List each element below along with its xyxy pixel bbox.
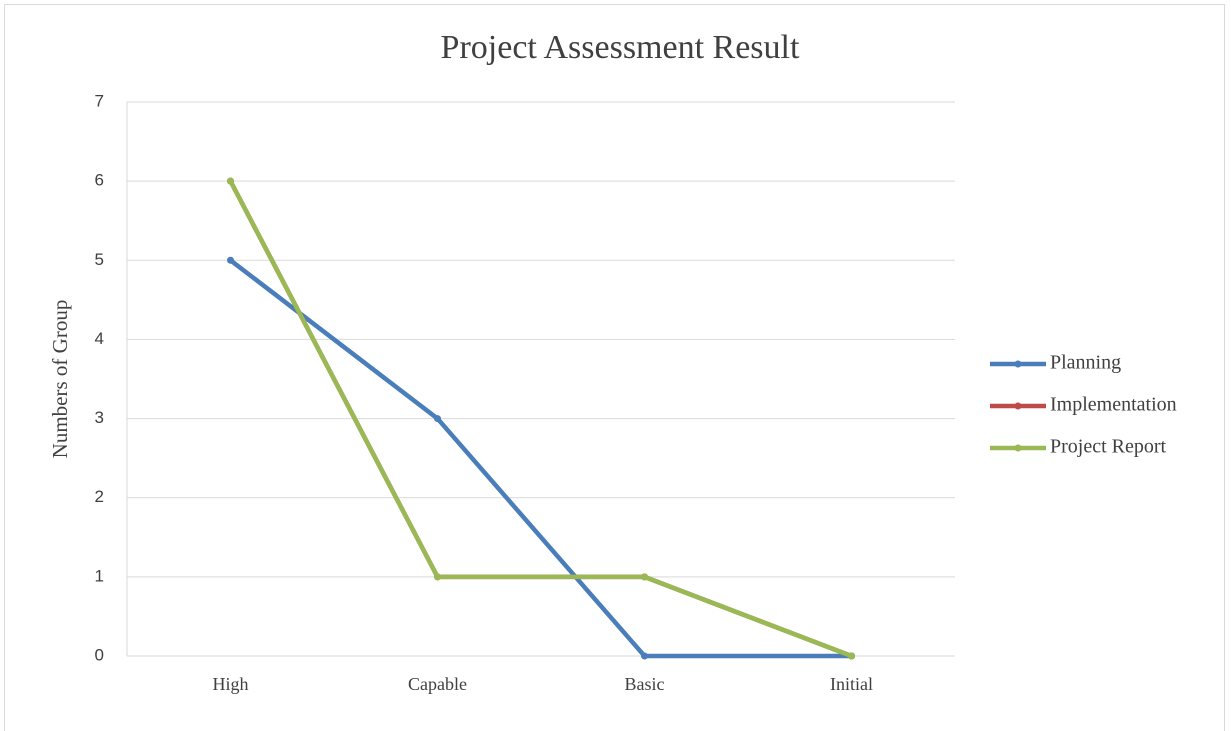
chart-title: Project Assessment Result (441, 29, 800, 66)
point-marker (434, 415, 441, 423)
y-tick-label: 4 (95, 329, 104, 348)
y-tick-label: 5 (95, 250, 104, 269)
x-tick-label: Initial (830, 674, 873, 694)
y-tick-label: 2 (95, 487, 104, 506)
point-marker (227, 256, 234, 264)
chart-frame (4, 4, 1225, 731)
y-tick-label: 7 (95, 91, 104, 110)
y-tick-label: 0 (95, 645, 104, 664)
legend-label: Project Report (1050, 436, 1167, 458)
x-tick-label: High (213, 674, 249, 694)
legend-marker (1014, 402, 1022, 410)
series-line (229, 258, 852, 659)
legend-marker (1014, 444, 1022, 452)
point-marker (641, 652, 648, 660)
legend-marker (1014, 360, 1022, 368)
y-axis-label: Numbers of Group (48, 300, 72, 459)
y-tick-label: 3 (95, 408, 104, 427)
x-tick-label: Capable (408, 674, 467, 694)
point-marker (227, 177, 234, 185)
point-marker (434, 573, 441, 581)
y-tick-label: 1 (95, 566, 104, 585)
x-tick-label: Basic (625, 674, 665, 694)
legend-label: Planning (1050, 352, 1121, 374)
legend-label: Implementation (1050, 394, 1177, 416)
series-line (228, 180, 853, 659)
point-marker (641, 573, 648, 581)
point-marker (848, 652, 855, 660)
y-tick-label: 6 (95, 171, 104, 190)
